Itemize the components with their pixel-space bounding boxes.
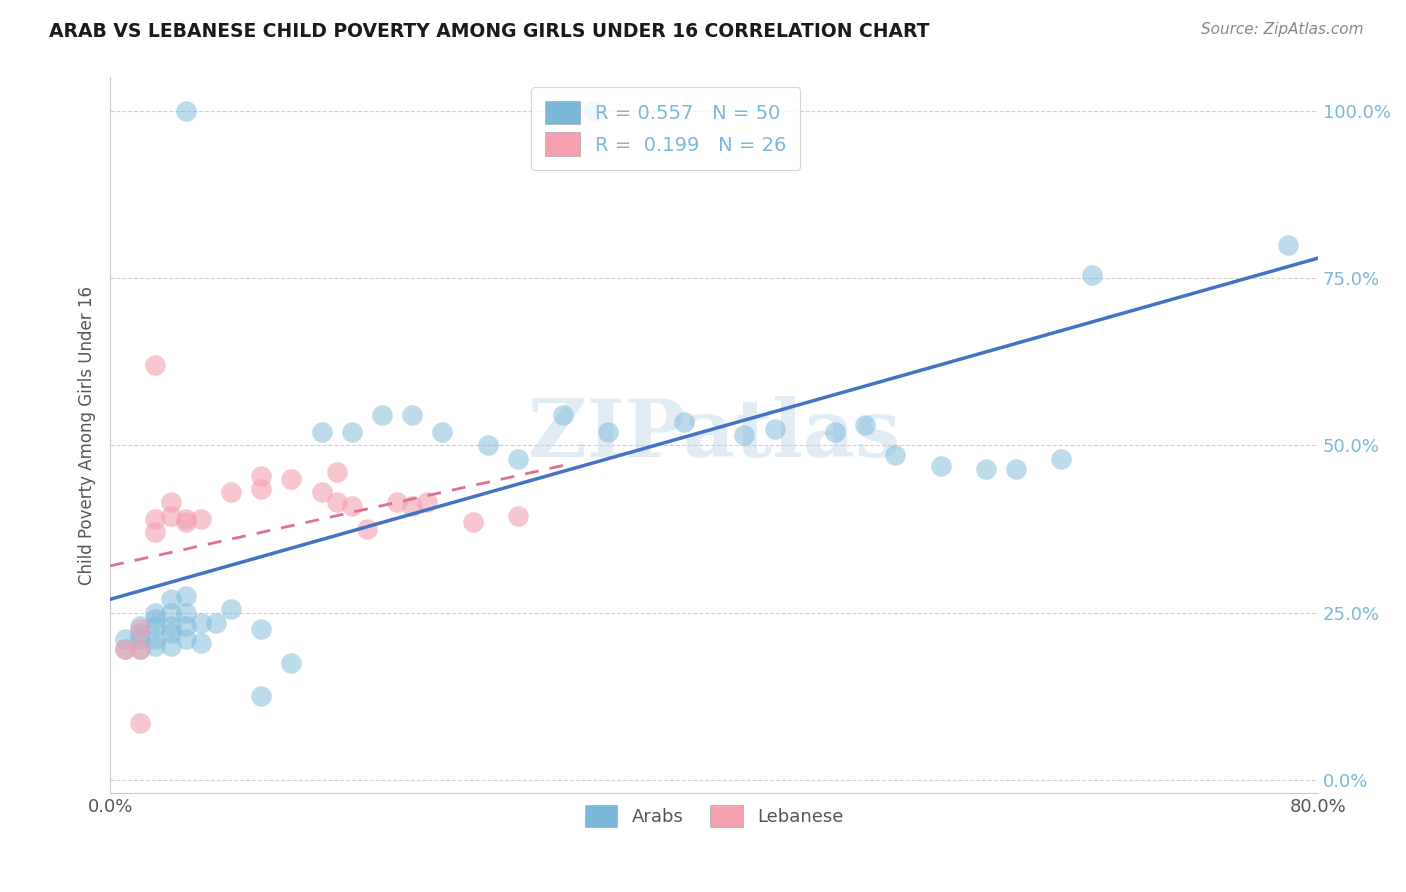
Point xyxy=(311,425,333,439)
Point xyxy=(145,612,167,626)
Point xyxy=(159,508,181,523)
Point xyxy=(824,425,846,439)
Point xyxy=(1050,451,1073,466)
Text: Source: ZipAtlas.com: Source: ZipAtlas.com xyxy=(1201,22,1364,37)
Point xyxy=(174,516,197,530)
Point xyxy=(219,485,242,500)
Point xyxy=(340,425,363,439)
Point xyxy=(884,449,907,463)
Point xyxy=(174,606,197,620)
Point xyxy=(159,625,181,640)
Point xyxy=(733,428,755,442)
Point xyxy=(129,632,152,647)
Point xyxy=(853,418,876,433)
Point xyxy=(325,465,347,479)
Point xyxy=(129,642,152,657)
Point xyxy=(506,508,529,523)
Point xyxy=(129,623,152,637)
Point xyxy=(159,619,181,633)
Point xyxy=(280,472,302,486)
Point xyxy=(506,451,529,466)
Point xyxy=(974,462,997,476)
Point xyxy=(174,632,197,647)
Point xyxy=(553,409,575,423)
Point xyxy=(159,495,181,509)
Point xyxy=(340,499,363,513)
Point xyxy=(432,425,454,439)
Point xyxy=(1080,268,1102,282)
Point xyxy=(145,606,167,620)
Point xyxy=(159,592,181,607)
Point xyxy=(145,639,167,653)
Point xyxy=(145,358,167,372)
Point xyxy=(129,642,152,657)
Point xyxy=(1005,462,1028,476)
Point xyxy=(250,468,273,483)
Point xyxy=(598,425,620,439)
Point xyxy=(174,619,197,633)
Point xyxy=(401,499,423,513)
Point xyxy=(672,415,695,429)
Text: ZIPatlas: ZIPatlas xyxy=(529,396,900,475)
Point xyxy=(1277,237,1299,252)
Point xyxy=(129,716,152,731)
Point xyxy=(401,409,423,423)
Point xyxy=(174,103,197,118)
Y-axis label: Child Poverty Among Girls Under 16: Child Poverty Among Girls Under 16 xyxy=(79,286,96,585)
Point xyxy=(114,642,136,657)
Point xyxy=(190,615,212,630)
Legend: Arabs, Lebanese: Arabs, Lebanese xyxy=(578,798,851,834)
Point xyxy=(129,619,152,633)
Point xyxy=(582,103,605,118)
Point xyxy=(114,632,136,647)
Point xyxy=(929,458,952,473)
Point xyxy=(280,656,302,670)
Point xyxy=(145,632,167,647)
Point xyxy=(385,495,408,509)
Point xyxy=(174,512,197,526)
Point xyxy=(114,642,136,657)
Point xyxy=(325,495,347,509)
Point xyxy=(159,639,181,653)
Point xyxy=(461,516,484,530)
Text: ARAB VS LEBANESE CHILD POVERTY AMONG GIRLS UNDER 16 CORRELATION CHART: ARAB VS LEBANESE CHILD POVERTY AMONG GIR… xyxy=(49,22,929,41)
Point xyxy=(219,602,242,616)
Point xyxy=(250,482,273,496)
Point xyxy=(477,438,499,452)
Point xyxy=(356,522,378,536)
Point xyxy=(129,625,152,640)
Point xyxy=(416,495,439,509)
Point xyxy=(145,619,167,633)
Point xyxy=(371,409,394,423)
Point xyxy=(190,636,212,650)
Point xyxy=(311,485,333,500)
Point xyxy=(205,615,228,630)
Point xyxy=(763,422,786,436)
Point xyxy=(174,589,197,603)
Point xyxy=(190,512,212,526)
Point xyxy=(145,512,167,526)
Point xyxy=(159,606,181,620)
Point xyxy=(250,623,273,637)
Point xyxy=(250,690,273,704)
Point xyxy=(145,525,167,540)
